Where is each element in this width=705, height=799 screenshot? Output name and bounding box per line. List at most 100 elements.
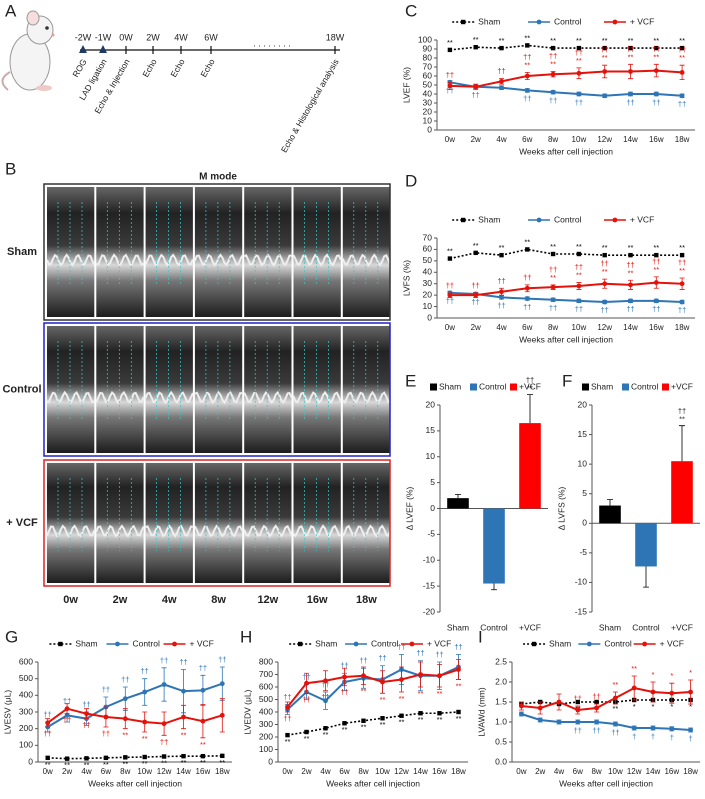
point (103, 714, 109, 720)
significance-mark: ** (84, 760, 90, 769)
significance-mark: †† (626, 305, 634, 314)
timeline-event: ROG (70, 57, 88, 79)
legend-marker (642, 641, 648, 647)
y-tick-label: 600 (19, 656, 33, 666)
echo-wave (292, 253, 342, 267)
point (323, 726, 328, 731)
point (679, 93, 685, 99)
panel-label: G (5, 627, 18, 646)
echo-wave (341, 524, 391, 538)
significance-mark: ** (602, 267, 608, 276)
point (650, 689, 656, 695)
timeline-week: 6W (204, 32, 218, 42)
point (323, 698, 328, 704)
row-label: Control (2, 383, 41, 395)
x-tick-label: 12w (157, 767, 172, 776)
significance-mark: †† (446, 281, 454, 290)
point (688, 727, 693, 733)
significance-mark: †† (472, 298, 480, 307)
legend-marker (536, 217, 542, 223)
point (679, 299, 685, 305)
point (142, 689, 148, 695)
significance-mark: ** (323, 730, 329, 739)
x-tick-label: 8w (548, 323, 558, 332)
echo-wave (46, 253, 96, 267)
legend-label: Control (554, 214, 582, 224)
point (524, 296, 530, 301)
significance-mark: ** (304, 734, 310, 743)
point (653, 91, 659, 97)
y-tick-label: 0 (430, 503, 435, 513)
significance-mark: †† (592, 726, 600, 735)
point (181, 753, 186, 759)
significance-mark: * (652, 702, 655, 711)
echo-image (145, 326, 193, 453)
x-tick-label: Sham (447, 622, 469, 632)
panel-label: F (562, 371, 572, 390)
point (576, 251, 582, 257)
significance-mark: ** (285, 737, 291, 746)
point (524, 88, 530, 93)
legend-label: Sham (315, 638, 337, 648)
point (142, 754, 147, 760)
significance-mark: ** (576, 56, 582, 65)
point (654, 252, 659, 258)
significance-mark: ** (628, 36, 634, 45)
legend-marker (353, 641, 359, 647)
panel-label: D (405, 171, 417, 190)
row-label: Sham (7, 246, 37, 258)
column-label: 2w (113, 594, 128, 606)
point (524, 73, 530, 79)
echo-image (244, 326, 292, 453)
significance-mark: ** (447, 38, 453, 47)
point (181, 688, 186, 694)
point (473, 84, 479, 90)
legend-marker (536, 19, 542, 25)
significance-mark: †† (523, 94, 531, 103)
x-axis-title: Weeks after cell injection (88, 778, 182, 788)
point (437, 673, 442, 679)
legend-swatch (470, 383, 477, 391)
bar (483, 508, 505, 584)
significance-mark: ** (499, 36, 505, 45)
significance-mark: †† (160, 656, 168, 665)
significance-mark: †† (626, 44, 634, 53)
x-tick-label: Control (480, 622, 508, 632)
significance-mark: †† (575, 263, 583, 272)
point (399, 677, 404, 682)
significance-mark: ** (612, 680, 618, 689)
significance-mark: †† (446, 70, 454, 79)
significance-mark: †† (416, 649, 424, 658)
significance-mark: ** (447, 247, 453, 256)
significance-mark: ** (181, 758, 187, 767)
point (499, 85, 504, 91)
significance-mark: ** (200, 740, 206, 749)
y-tick-label: 80 (423, 52, 433, 62)
x-tick-label: 4w (554, 767, 564, 776)
significance-mark: †† (549, 96, 557, 105)
y-tick-label: 10 (426, 451, 436, 461)
significance-mark: ** (550, 242, 556, 251)
echo-image (145, 463, 193, 583)
y-tick-label: 0 (427, 124, 432, 134)
significance-mark: ** (200, 758, 206, 767)
y-tick-label: 15 (426, 425, 436, 435)
significance-mark: ** (361, 686, 367, 695)
significance-mark: †† (44, 729, 52, 738)
significance-mark: †† (102, 685, 110, 694)
y-tick-label: 90 (423, 43, 433, 53)
point (688, 689, 693, 695)
y-axis-title: LVAWd (mm) (476, 687, 486, 737)
point (524, 285, 530, 291)
x-tick-label: 2w (62, 767, 72, 776)
point (285, 732, 290, 738)
significance-mark: †† (611, 728, 619, 737)
significance-mark: †† (446, 86, 454, 95)
significance-mark: †† (626, 98, 634, 107)
significance-mark: †† (340, 688, 348, 697)
y-tick-label: 40 (423, 88, 433, 98)
significance-mark: † (651, 732, 655, 741)
y-tick-label: 10 (423, 115, 433, 125)
significance-mark: ** (653, 265, 659, 274)
point (653, 298, 659, 304)
